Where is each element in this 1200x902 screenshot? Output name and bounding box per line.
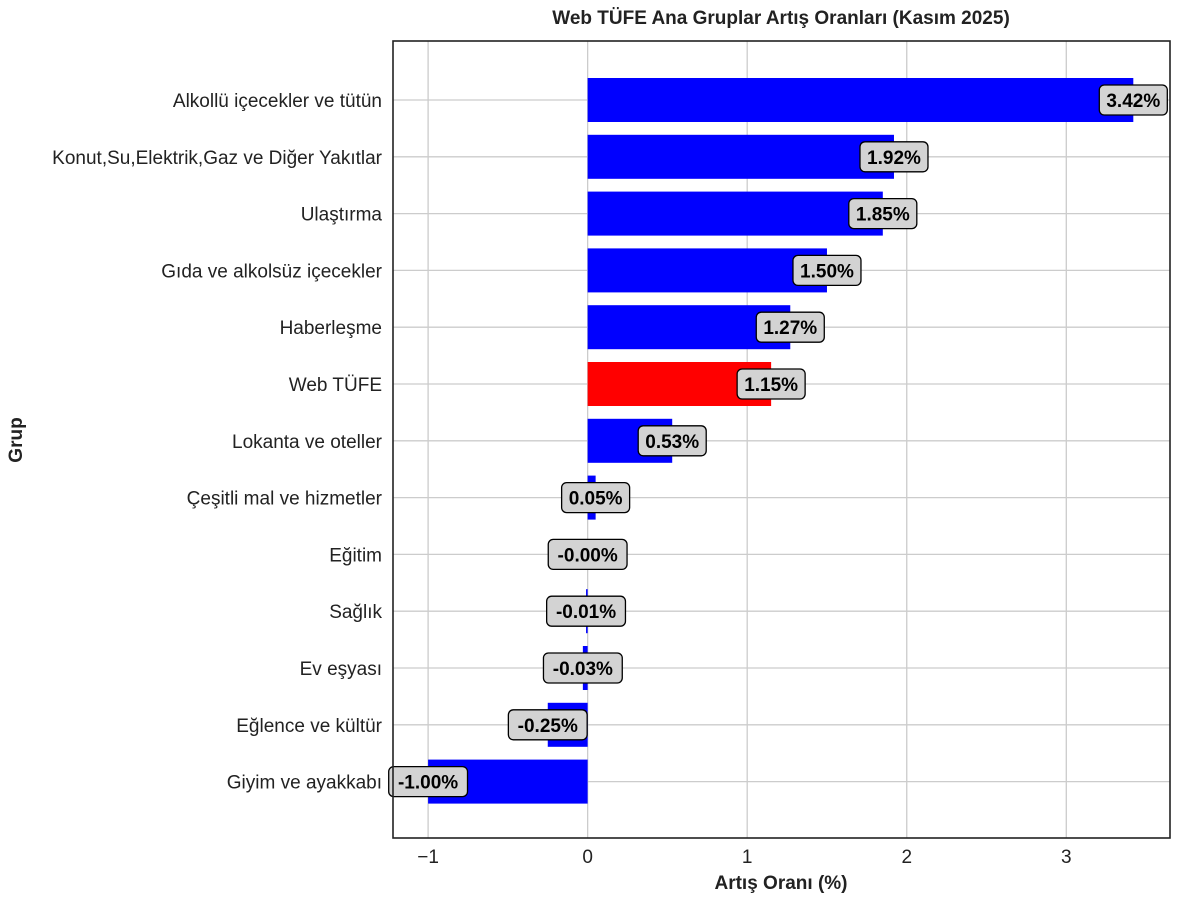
data-label: 0.05%	[560, 481, 631, 514]
data-label: 0.53%	[637, 425, 707, 457]
data-label-text: 0.05%	[569, 489, 623, 510]
x-tick-label: 1	[742, 847, 753, 868]
data-label-box	[546, 595, 627, 627]
category-label: Lokanta ve oteller	[232, 432, 383, 453]
category-label: Haberleşme	[280, 318, 382, 339]
data-label-box	[1098, 84, 1168, 116]
category-label: Konut,Su,Elektrik,Gaz ve Diğer Yakıtlar	[52, 148, 383, 169]
data-label-box	[637, 425, 707, 457]
data-label-text: 3.42%	[1106, 91, 1160, 112]
data-label: -0.03%	[542, 652, 623, 684]
data-label-box	[736, 368, 806, 400]
data-label-text: -0.03%	[553, 659, 613, 680]
data-label: -0.00%	[547, 538, 628, 571]
x-tick-label: 2	[901, 847, 912, 868]
x-tick-label: 3	[1061, 847, 1072, 868]
category-label: Çeşitli mal ve hizmetler	[187, 489, 383, 510]
category-label: Eğitim	[329, 545, 382, 566]
bar	[587, 248, 827, 293]
data-label: 3.42%	[1098, 84, 1168, 116]
chart-title: Web TÜFE Ana Gruplar Artış Oranları (Kas…	[552, 8, 1010, 29]
data-label-box	[388, 765, 469, 798]
data-label-box	[547, 538, 628, 571]
data-label: -0.01%	[546, 595, 627, 627]
data-label-text: -0.25%	[518, 716, 578, 737]
data-label-text: -1.00%	[398, 773, 458, 794]
x-axis-label: Artış Oranı (%)	[714, 873, 847, 894]
bar	[587, 134, 894, 179]
data-label-box	[755, 311, 825, 343]
category-label: Eğlence ve kültür	[236, 716, 382, 737]
data-label-box	[859, 141, 929, 173]
data-label-box	[792, 254, 862, 287]
bar	[587, 78, 1134, 122]
data-label-box	[507, 709, 588, 741]
data-label: -1.00%	[388, 765, 469, 798]
data-label: -0.25%	[507, 709, 588, 741]
data-label-text: 1.85%	[856, 205, 910, 226]
category-label: Alkollü içecekler ve tütün	[173, 91, 382, 112]
category-label: Giyim ve ayakkabı	[227, 773, 382, 794]
data-labels: 3.42% 1.92% 1.85% 1.50% 1.27% 1.15% 0.53% 0.05%…	[388, 84, 1168, 798]
data-label: 1.50%	[792, 254, 862, 287]
data-label-text: 0.53%	[645, 432, 699, 453]
category-label: Sağlık	[329, 602, 382, 623]
x-tick-label: −1	[417, 847, 439, 868]
grid-lines	[393, 41, 1170, 838]
bar	[587, 191, 883, 236]
data-label-text: 1.27%	[763, 318, 817, 339]
data-label-box	[848, 197, 918, 230]
category-label: Gıda ve alkolsüz içecekler	[161, 261, 382, 282]
data-label: 1.15%	[736, 368, 806, 400]
category-label: Web TÜFE	[289, 375, 382, 396]
x-tick-labels: −1 0 1 2 3	[417, 847, 1071, 868]
x-tick-label: 0	[582, 847, 593, 868]
category-labels: Alkollü içecekler ve tütün Konut,Su,Elekt…	[52, 91, 383, 794]
data-label-text: -0.01%	[556, 602, 616, 623]
data-label-text: -0.00%	[558, 545, 618, 566]
category-label: Ev eşyası	[300, 659, 382, 680]
data-label: 1.85%	[848, 197, 918, 230]
data-label-text: 1.15%	[744, 375, 798, 396]
plot-frame	[392, 40, 1171, 839]
category-label: Ulaştırma	[301, 205, 383, 226]
data-label-box	[542, 652, 623, 684]
data-label-text: 1.50%	[800, 261, 854, 282]
y-axis-label: Grup	[6, 417, 27, 462]
data-label-text: 1.92%	[867, 148, 921, 169]
data-label-box	[560, 481, 631, 514]
data-label: 1.92%	[859, 141, 929, 173]
data-label: 1.27%	[755, 311, 825, 343]
